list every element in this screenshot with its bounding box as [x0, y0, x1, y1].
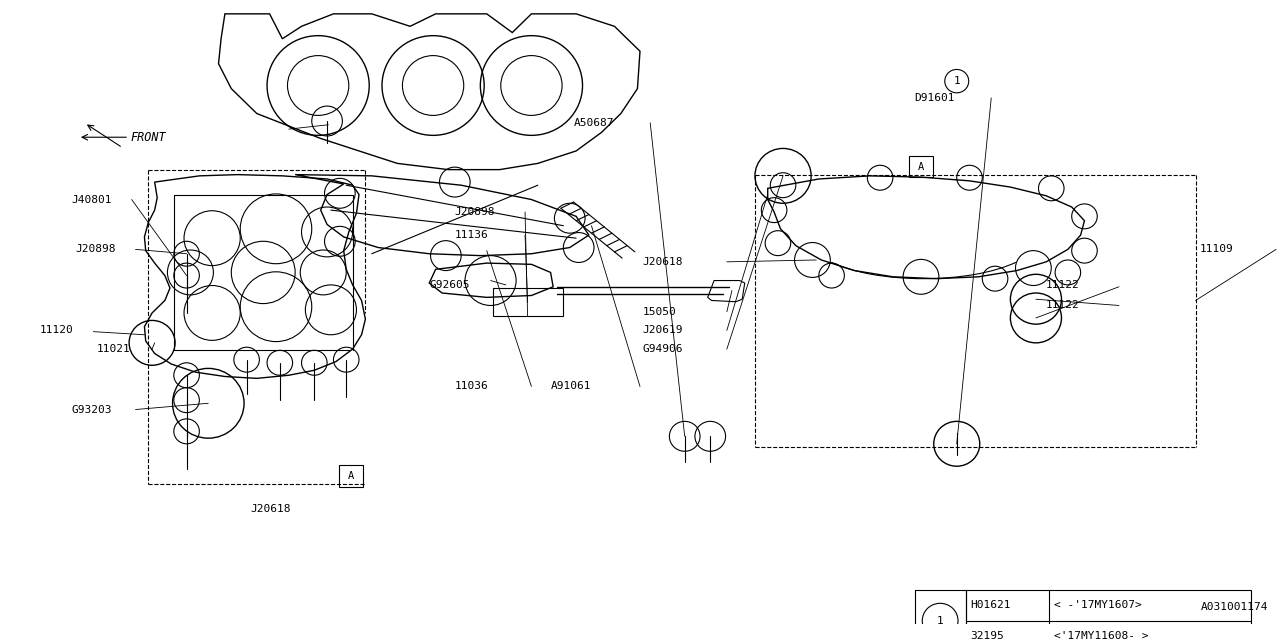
Text: 11122: 11122: [1046, 300, 1080, 310]
Text: 32195: 32195: [970, 631, 1005, 640]
Text: J20898: J20898: [76, 244, 116, 254]
Text: A91061: A91061: [550, 381, 591, 392]
Text: FRONT: FRONT: [131, 131, 166, 144]
Text: A: A: [348, 471, 355, 481]
Text: J20618: J20618: [251, 504, 291, 514]
Text: J20619: J20619: [643, 325, 684, 335]
Text: 11136: 11136: [454, 230, 489, 240]
Text: G94906: G94906: [643, 344, 684, 354]
Text: D91601: D91601: [915, 93, 955, 103]
Text: 1: 1: [954, 76, 960, 86]
Text: 1: 1: [937, 616, 943, 626]
Text: <'17MY11608- >: <'17MY11608- >: [1053, 631, 1148, 640]
Bar: [915, 590, 1251, 640]
Text: A50687: A50687: [573, 118, 614, 128]
Text: J20898: J20898: [454, 207, 495, 217]
Text: 11122: 11122: [1046, 280, 1080, 290]
Text: H01621: H01621: [970, 600, 1011, 611]
Bar: [493, 288, 563, 316]
Text: 11036: 11036: [454, 381, 489, 392]
Text: 11021: 11021: [97, 344, 131, 354]
Text: 11120: 11120: [40, 325, 73, 335]
Text: < -'17MY1607>: < -'17MY1607>: [1053, 600, 1142, 611]
Text: A: A: [918, 161, 924, 172]
Text: J20618: J20618: [643, 257, 684, 267]
Text: 11109: 11109: [1199, 244, 1233, 254]
Text: 15050: 15050: [643, 307, 676, 317]
Text: A031001174: A031001174: [1201, 602, 1268, 612]
Text: G92605: G92605: [429, 280, 470, 290]
Text: G93203: G93203: [72, 404, 113, 415]
Text: J40801: J40801: [72, 195, 113, 205]
